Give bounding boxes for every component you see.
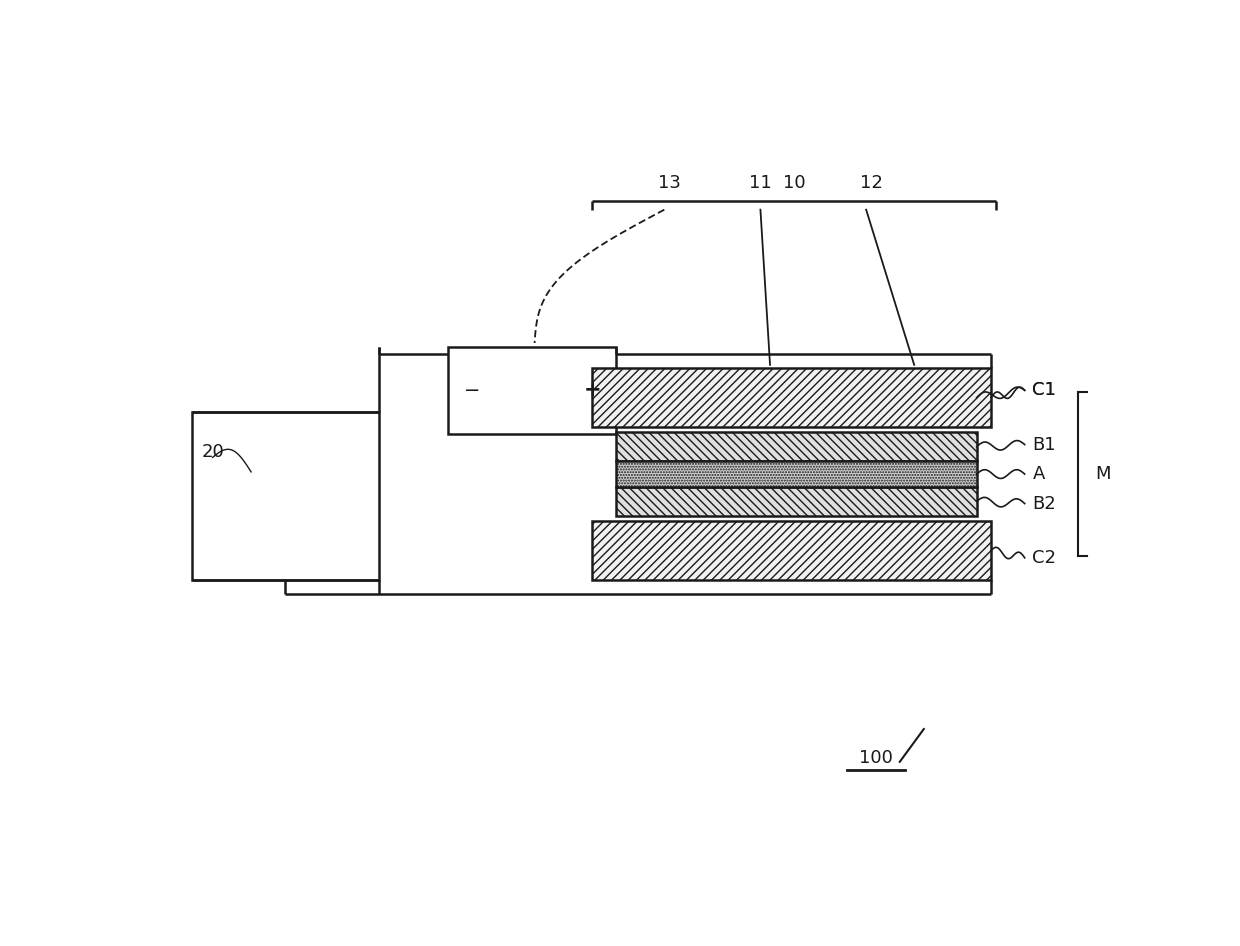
Bar [593,521,991,580]
Text: M: M [1095,465,1110,483]
Bar [616,462,977,487]
Text: 12: 12 [859,174,883,192]
Text: B2: B2 [1033,495,1056,513]
Text: B1: B1 [1033,435,1056,453]
Bar [191,412,379,580]
Text: −: − [464,381,480,400]
Bar [448,346,616,434]
Text: C2: C2 [1033,549,1056,567]
Text: 20: 20 [201,444,224,462]
Text: C1: C1 [1033,381,1056,399]
Bar [593,368,991,427]
Text: 10: 10 [782,174,805,192]
Bar [616,432,977,462]
Text: 11: 11 [749,174,771,192]
Text: +: + [584,380,601,400]
Text: A: A [1033,465,1045,483]
Text: C1: C1 [1033,381,1056,399]
Text: 100: 100 [859,749,893,767]
Bar [616,487,977,516]
Text: 13: 13 [657,174,681,192]
